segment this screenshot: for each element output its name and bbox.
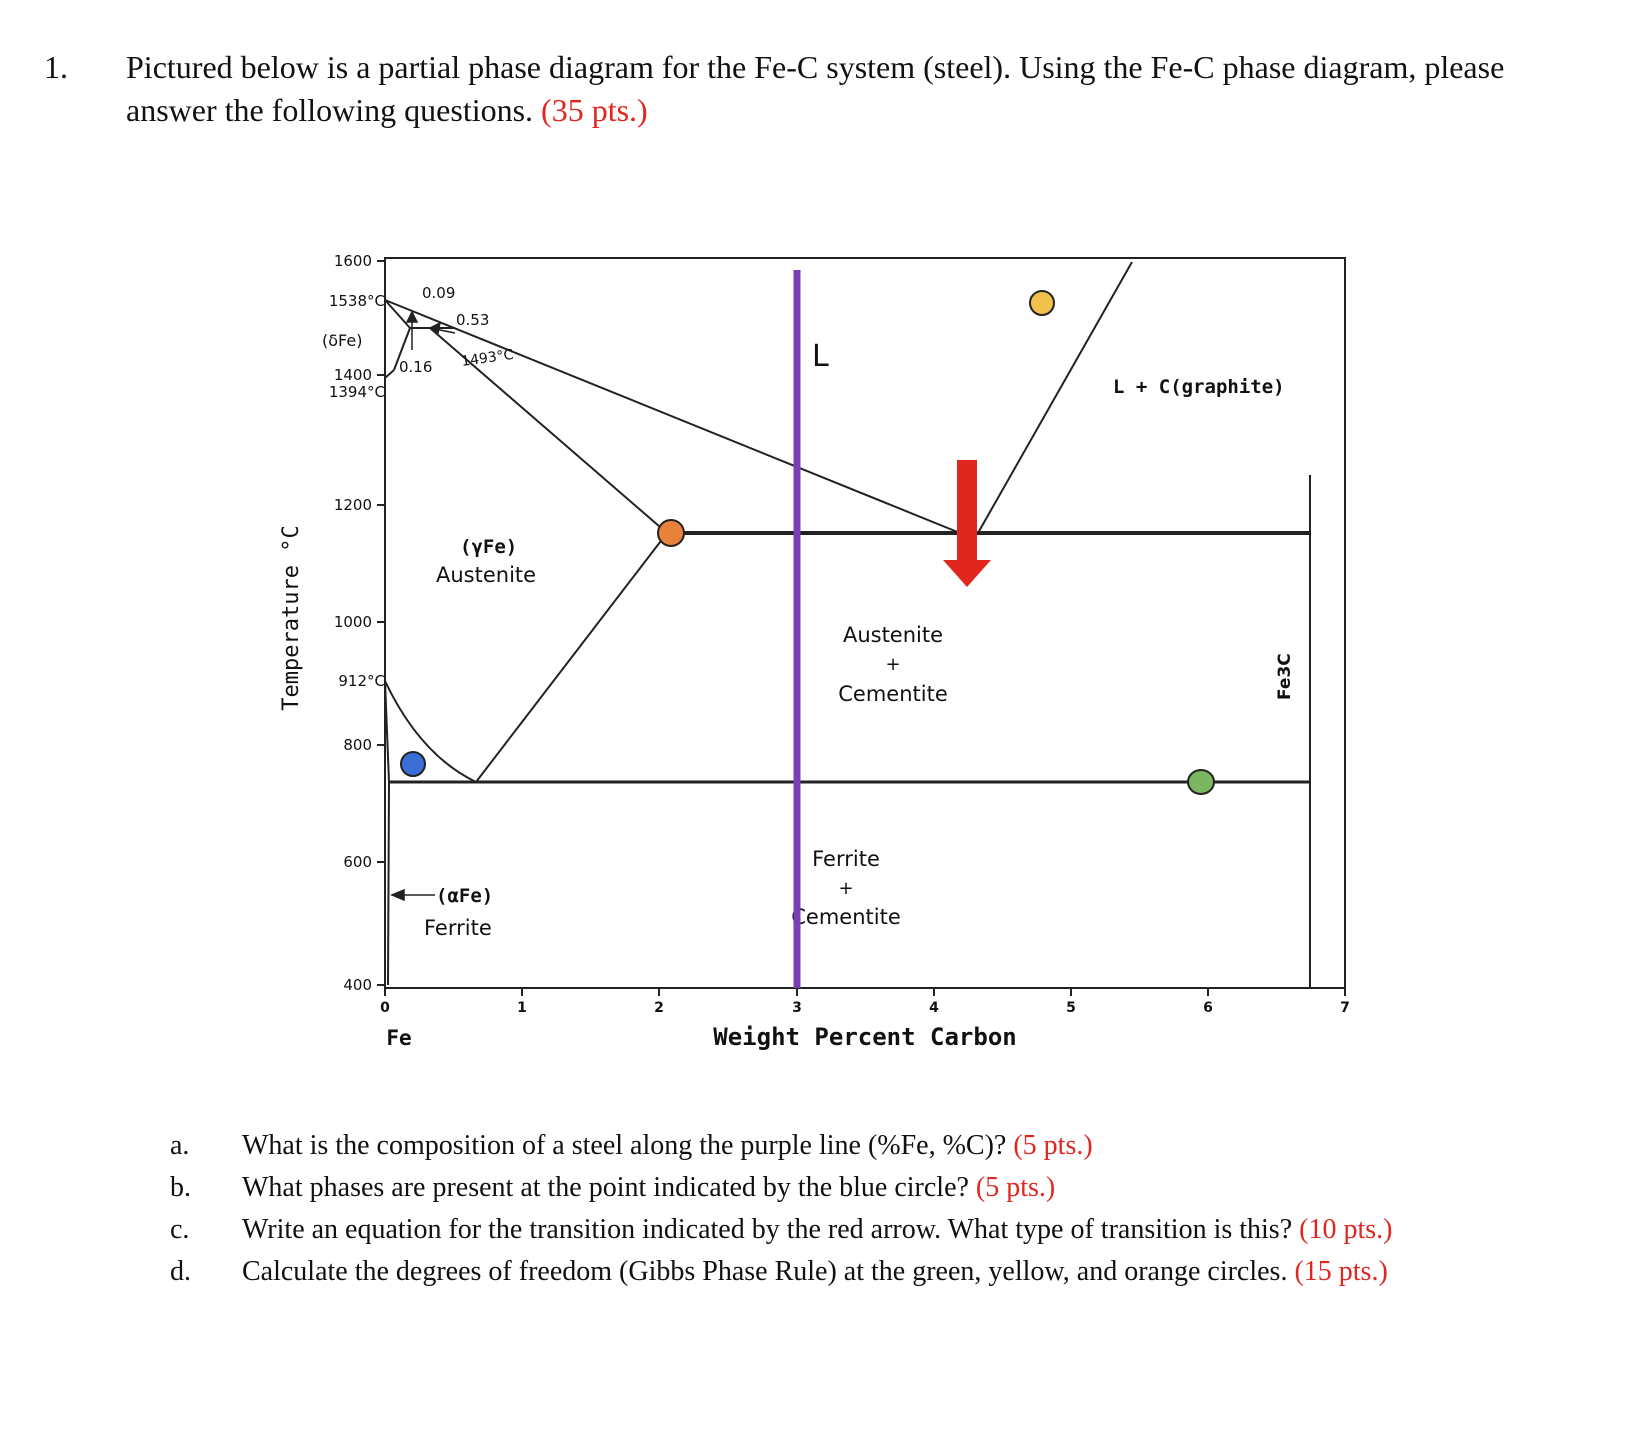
label-aust-cem-plus: +	[885, 654, 900, 675]
question-number: 1.	[44, 49, 68, 85]
sub-question-list: a. What is the composition of a steel al…	[170, 1125, 1570, 1293]
label-alpha-fe: (αFe)	[436, 885, 493, 907]
x-sub-label-fe: Fe	[386, 1026, 411, 1050]
x-tick-5: 5	[1066, 1000, 1076, 1016]
question-points: (35 pts.)	[541, 92, 648, 128]
sub-text: Calculate the degrees of freedom (Gibbs …	[242, 1256, 1288, 1287]
label-l-graphite: L + C(graphite)	[1113, 376, 1285, 398]
question-text: Pictured below is a partial phase diagra…	[126, 46, 1596, 132]
label-c-0-53: 0.53	[456, 311, 489, 329]
y-tick-1538: 1538°C	[329, 292, 385, 310]
label-fe3c: Fe3C	[1275, 653, 1295, 700]
y-tick-600: 600	[343, 853, 372, 871]
x-tick-6: 6	[1203, 1000, 1213, 1016]
label-c-0-09: 0.09	[422, 284, 455, 302]
sub-letter: c.	[170, 1214, 190, 1245]
green-circle	[1187, 769, 1215, 795]
label-ferrite-cem-1: Ferrite	[812, 847, 880, 871]
label-liquid: L	[812, 339, 829, 374]
label-ferrite: Ferrite	[424, 916, 492, 940]
y-tick-400: 400	[343, 976, 372, 994]
sub-points: (15 pts.)	[1294, 1256, 1388, 1287]
label-aust-cem-1: Austenite	[843, 623, 943, 647]
y-tick-1400: 1400	[334, 366, 372, 384]
x-axis-title: Weight Percent Carbon	[713, 1023, 1016, 1051]
label-ferrite-cem-2: Cementite	[791, 905, 901, 929]
x-tick-marks	[384, 988, 1346, 996]
sub-question-c: c. Write an equation for the transition …	[170, 1209, 1570, 1251]
x-tick-7: 7	[1340, 1000, 1350, 1016]
sub-question-a: a. What is the composition of a steel al…	[170, 1125, 1570, 1167]
red-arrow	[943, 460, 991, 587]
label-gamma-fe: (γFe)	[460, 536, 517, 558]
label-delta-fe: (δFe)	[322, 331, 362, 350]
sub-question-d: d. Calculate the degrees of freedom (Gib…	[170, 1251, 1570, 1293]
y-axis-title: Temperature °C	[279, 525, 304, 710]
x-tick-2: 2	[654, 1000, 664, 1016]
yellow-circle	[1029, 290, 1055, 316]
y-tick-1200: 1200	[334, 496, 372, 514]
y-tick-1000: 1000	[334, 613, 372, 631]
phase-boundaries	[384, 261, 1311, 988]
sub-points: (5 pts.)	[975, 1172, 1056, 1203]
y-tick-912: 912°C	[338, 672, 385, 690]
y-tick-800: 800	[343, 736, 372, 754]
sub-text: Write an equation for the transition ind…	[242, 1214, 1293, 1245]
label-ferrite-cem-plus: +	[838, 878, 853, 899]
pointer-arrows	[390, 310, 456, 902]
sub-text: What phases are present at the point ind…	[242, 1172, 969, 1203]
label-austenite: Austenite	[436, 563, 536, 587]
x-tick-1: 1	[517, 1000, 527, 1016]
x-tick-0: 0	[380, 1000, 390, 1016]
label-aust-cem-2: Cementite	[838, 682, 948, 706]
label-c-0-16: 0.16	[399, 358, 432, 376]
x-tick-3: 3	[792, 1000, 802, 1016]
blue-circle	[400, 751, 426, 777]
orange-circle	[657, 519, 685, 547]
sub-points: (10 pts.)	[1299, 1214, 1393, 1245]
y-tick-1394: 1394°C	[329, 383, 385, 401]
sub-question-b: b. What phases are present at the point …	[170, 1167, 1570, 1209]
sub-letter: d.	[170, 1256, 191, 1287]
y-tick-1600: 1600	[334, 252, 372, 270]
y-tick-marks	[377, 260, 385, 986]
x-tick-4: 4	[929, 1000, 939, 1016]
sub-text: What is the composition of a steel along…	[242, 1130, 1007, 1161]
question-body: Pictured below is a partial phase diagra…	[126, 49, 1505, 128]
label-1493: 1493°C	[460, 347, 514, 370]
sub-points: (5 pts.)	[1013, 1130, 1093, 1161]
sub-letter: a.	[170, 1130, 190, 1161]
sub-letter: b.	[170, 1172, 191, 1203]
